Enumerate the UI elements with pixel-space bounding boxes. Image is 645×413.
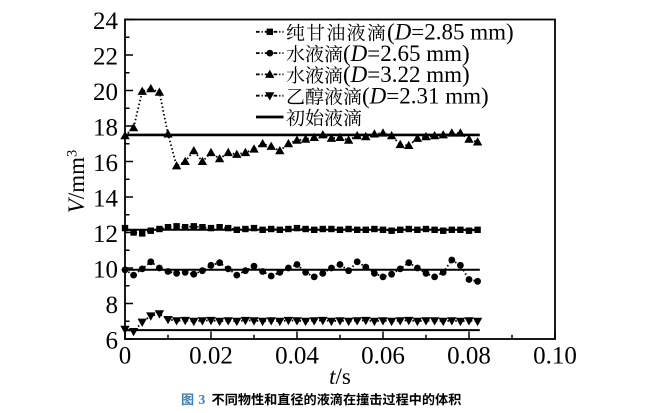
svg-text:(D=3.22 mm): (D=3.22 mm): [343, 62, 470, 87]
svg-text:6: 6: [106, 327, 119, 354]
svg-text:0: 0: [119, 343, 132, 370]
svg-text:22: 22: [93, 43, 118, 70]
svg-text:t/s: t/s: [329, 364, 351, 389]
svg-text:0.02: 0.02: [189, 343, 233, 370]
svg-text:18: 18: [93, 114, 118, 141]
svg-text:(D=2.85 mm): (D=2.85 mm): [387, 20, 514, 45]
svg-text:0.08: 0.08: [447, 343, 491, 370]
svg-text:14: 14: [93, 185, 119, 212]
svg-text:16: 16: [93, 150, 118, 177]
svg-text:(D=2.65 mm): (D=2.65 mm): [343, 41, 470, 66]
svg-text:0.06: 0.06: [361, 343, 405, 370]
svg-text:3: 3: [199, 392, 206, 407]
svg-text:8: 8: [106, 292, 119, 319]
svg-text:0.04: 0.04: [275, 343, 319, 370]
svg-text:(D=2.31 mm): (D=2.31 mm): [362, 84, 489, 109]
svg-text:12: 12: [93, 221, 118, 248]
svg-text:0.10: 0.10: [533, 343, 577, 370]
svg-text:20: 20: [93, 79, 118, 106]
svg-text:V/mm3: V/mm3: [64, 150, 89, 213]
svg-text:10: 10: [93, 256, 118, 283]
svg-text:24: 24: [93, 8, 119, 35]
